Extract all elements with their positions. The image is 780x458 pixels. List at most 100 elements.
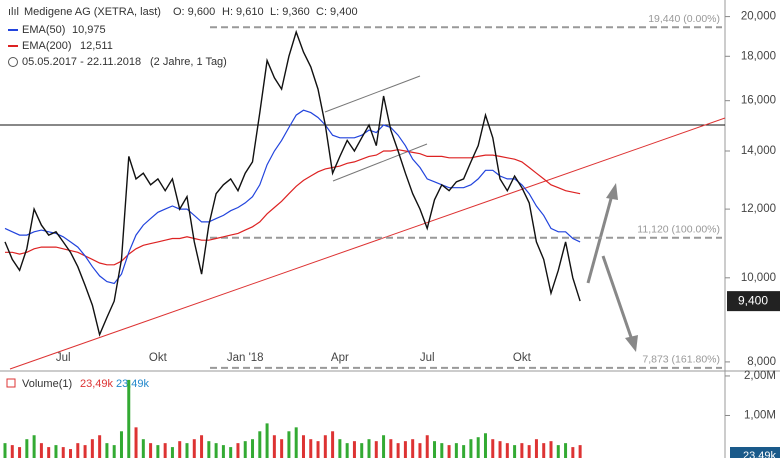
volume-bar: [520, 443, 524, 458]
volume-bar: [498, 441, 502, 458]
y-tick-label: 20,000: [741, 11, 776, 23]
y-tick-label: 12,000: [741, 203, 776, 215]
volume-bar: [200, 435, 204, 458]
volume-bar: [90, 439, 94, 458]
volume-bar: [280, 439, 284, 458]
volume-bar: [447, 445, 451, 458]
y-tick-label: 8,000: [747, 356, 776, 368]
level-label: 19,440 (0.00%): [648, 13, 720, 25]
volume-bar: [345, 443, 349, 458]
legend-value: 10,975: [72, 24, 106, 36]
volume-bar: [403, 441, 407, 458]
volume-label: Volume(1): [22, 378, 72, 390]
volume-bar: [163, 443, 167, 458]
volume-bar: [418, 443, 422, 458]
channel-line: [332, 143, 428, 182]
volume-bar: [396, 443, 400, 458]
legend-label: EMA(50): [22, 24, 65, 36]
volume-bar: [549, 441, 553, 458]
volume-bar: [185, 443, 189, 458]
volume-bar: [440, 443, 444, 458]
volume-bar: [170, 447, 174, 458]
x-tick-label: Okt: [513, 352, 532, 364]
volume-bar: [316, 441, 320, 458]
chart-icon: ılıl: [8, 6, 19, 18]
x-tick-label: Apr: [331, 352, 349, 364]
volume-bar: [571, 447, 575, 458]
volume-bar: [141, 439, 145, 458]
volume-bar: [425, 435, 429, 458]
volume-bar: [433, 441, 437, 458]
ema-line: [5, 149, 581, 266]
volume-bar: [119, 431, 123, 458]
volume-bar: [534, 439, 538, 458]
volume-bar: [374, 441, 378, 458]
volume-bar: [243, 441, 247, 458]
volume-bar: [556, 445, 560, 458]
volume-bar: [505, 443, 509, 458]
volume-bar: [527, 445, 531, 458]
volume-bar: [367, 439, 371, 458]
volume-bar: [83, 445, 87, 458]
volume-bar: [54, 445, 58, 458]
header: ılıl Medigene AG (XETRA, last) O: 9,600 …: [6, 6, 358, 390]
volume-value: 23,49k: [116, 378, 150, 390]
volume-bar: [491, 439, 495, 458]
y-tick-label: 10,000: [741, 272, 776, 284]
volume-bar: [127, 379, 131, 458]
legend-value: 12,511: [80, 40, 113, 52]
volume-bar: [578, 445, 582, 458]
volume-bar: [192, 439, 196, 458]
volume-bar: [462, 445, 466, 458]
volume-last-box: [730, 447, 780, 458]
volume-bar: [513, 445, 517, 458]
ohlc-close: C: 9,400: [316, 6, 358, 18]
clock-icon: [8, 57, 18, 67]
volume-last-label: 23,49k: [743, 450, 777, 458]
y-tick-label: 1,00M: [744, 410, 776, 422]
volume-bar: [411, 439, 415, 458]
last-price-box: [727, 291, 780, 312]
volume-value: 23,49k: [80, 378, 114, 390]
volume-bar: [221, 445, 225, 458]
volume-bar: [331, 431, 335, 458]
volume-bar: [47, 447, 51, 458]
volume-bar: [323, 435, 327, 458]
y-tick-label: 18,000: [741, 50, 776, 62]
x-tick-label: Jul: [420, 352, 435, 364]
legend-swatch: [6, 378, 16, 388]
volume-bar: [18, 447, 22, 458]
volume-bar: [251, 439, 255, 458]
volume-bar: [258, 431, 262, 458]
volume-bar: [149, 443, 153, 458]
volume-bar: [25, 439, 29, 458]
volume-bar: [229, 447, 233, 458]
volume-bar: [69, 449, 73, 458]
x-tick-label: Jul: [56, 352, 71, 364]
trend-line: [9, 117, 726, 370]
volume-bar: [98, 435, 102, 458]
y-tick-label: 2,00M: [744, 370, 776, 382]
volume-bar: [360, 443, 364, 458]
volume-bar: [10, 445, 14, 458]
volume-bar: [483, 433, 487, 458]
volume-bar: [301, 435, 305, 458]
level-label: 11,120 (100.00%): [637, 224, 720, 236]
volume-bar: [265, 423, 269, 458]
volume-bar: [32, 435, 36, 458]
last-price-label: 9,400: [738, 293, 768, 307]
period: 05.05.2017 - 22.11.2018: [22, 56, 141, 68]
ema-line: [4, 109, 581, 285]
x-tick-label: Okt: [149, 352, 168, 364]
chart-title: Medigene AG (XETRA, last): [24, 6, 161, 18]
volume-bar: [39, 443, 43, 458]
volume-bar: [214, 443, 218, 458]
volume-bar: [3, 443, 7, 458]
volume-bar: [272, 435, 276, 458]
volume-bar: [134, 427, 138, 458]
volume-bar: [294, 427, 298, 458]
forecast-arrows: [586, 183, 638, 352]
volume-bar: [105, 443, 109, 458]
volume-bar: [476, 437, 480, 458]
